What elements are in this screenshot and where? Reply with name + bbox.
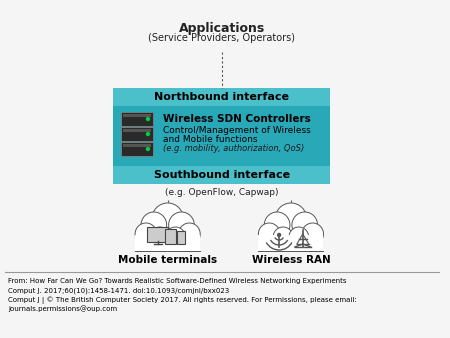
Circle shape: [292, 212, 318, 238]
Text: From: How Far Can We Go? Towards Realistic Software-Defined Wireless Networking : From: How Far Can We Go? Towards Realist…: [8, 278, 346, 284]
Circle shape: [273, 227, 293, 247]
Text: Mobile terminals: Mobile terminals: [118, 255, 217, 265]
Circle shape: [152, 203, 184, 235]
Text: Southbound interface: Southbound interface: [154, 170, 290, 180]
Circle shape: [150, 227, 170, 247]
Circle shape: [135, 223, 157, 245]
FancyBboxPatch shape: [258, 235, 324, 251]
FancyBboxPatch shape: [113, 88, 330, 106]
FancyBboxPatch shape: [177, 231, 185, 243]
FancyBboxPatch shape: [165, 228, 176, 243]
FancyBboxPatch shape: [113, 106, 330, 166]
FancyBboxPatch shape: [123, 114, 151, 117]
Circle shape: [146, 147, 149, 150]
Text: Wireless SDN Controllers: Wireless SDN Controllers: [163, 114, 310, 124]
Text: (e.g. OpenFlow, Capwap): (e.g. OpenFlow, Capwap): [165, 188, 279, 197]
Text: (Service Providers, Operators): (Service Providers, Operators): [148, 33, 295, 43]
Text: Comput J. 2017;60(10):1458-1471. doi:10.1093/comjnl/bxx023: Comput J. 2017;60(10):1458-1471. doi:10.…: [8, 287, 229, 293]
Text: and Mobile functions: and Mobile functions: [163, 135, 257, 144]
Circle shape: [275, 203, 307, 235]
Text: Northbound interface: Northbound interface: [154, 92, 289, 102]
Circle shape: [258, 223, 280, 245]
Circle shape: [166, 227, 185, 247]
FancyBboxPatch shape: [135, 235, 200, 251]
Circle shape: [179, 223, 200, 245]
Text: Applications: Applications: [179, 22, 265, 35]
Text: Comput J | © The British Computer Society 2017. All rights reserved. For Permiss: Comput J | © The British Computer Societ…: [8, 296, 357, 304]
Text: Wireless RAN: Wireless RAN: [252, 255, 330, 265]
FancyBboxPatch shape: [122, 112, 153, 126]
Text: Control/Management of Wireless: Control/Management of Wireless: [163, 126, 310, 135]
Circle shape: [264, 212, 290, 238]
Text: (e.g. mobility, authorization, QoS): (e.g. mobility, authorization, QoS): [163, 144, 304, 153]
Text: journals.permissions@oup.com: journals.permissions@oup.com: [8, 305, 117, 312]
Circle shape: [146, 118, 149, 121]
FancyBboxPatch shape: [148, 226, 168, 241]
FancyBboxPatch shape: [123, 129, 151, 132]
Circle shape: [146, 132, 149, 136]
Circle shape: [278, 234, 281, 237]
FancyBboxPatch shape: [122, 127, 153, 141]
Circle shape: [169, 212, 194, 238]
FancyBboxPatch shape: [113, 166, 330, 184]
FancyBboxPatch shape: [123, 144, 151, 147]
Circle shape: [141, 212, 166, 238]
FancyBboxPatch shape: [122, 142, 153, 156]
Circle shape: [289, 227, 309, 247]
Circle shape: [302, 223, 324, 245]
